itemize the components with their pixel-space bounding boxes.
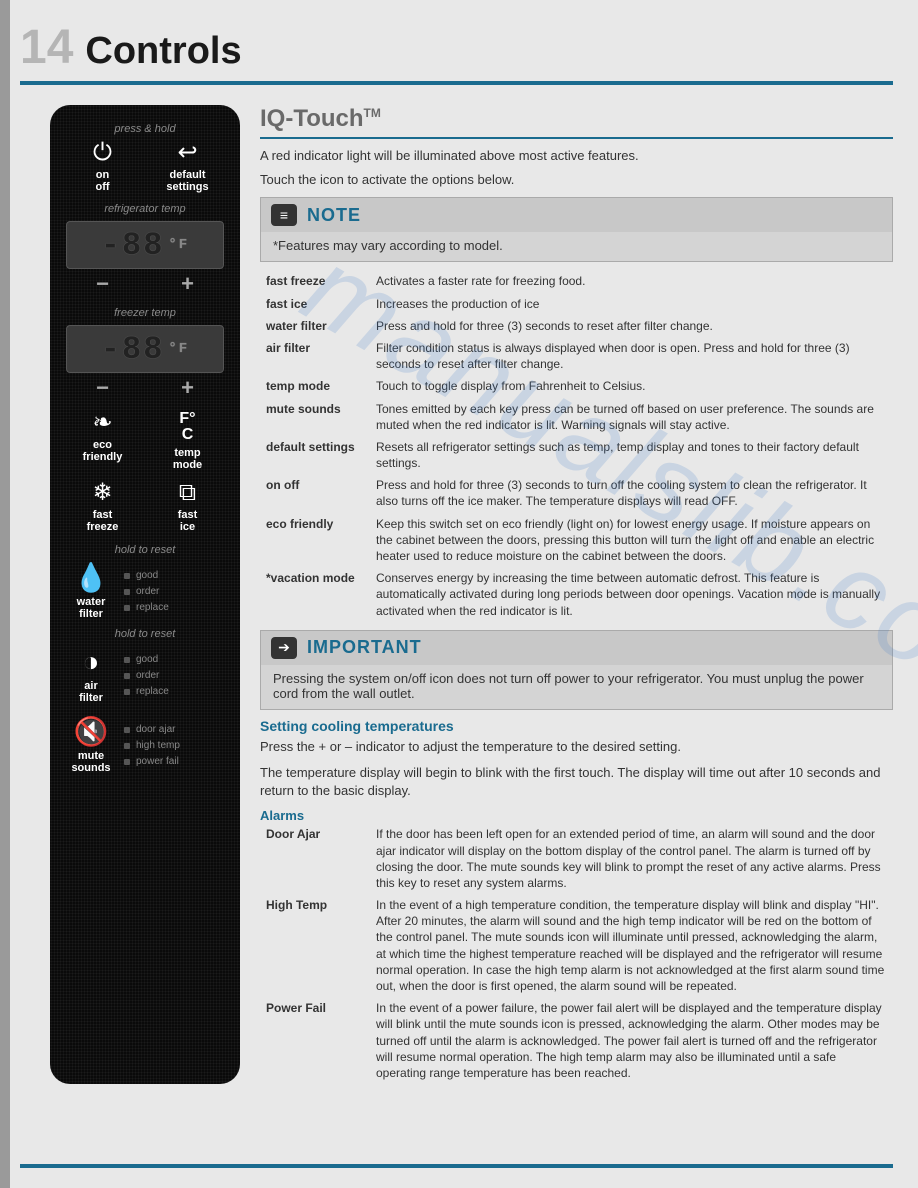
air-filter-button[interactable]: ◑ air filter — [66, 648, 116, 704]
note-icon: ≡ — [271, 204, 297, 226]
table-row: Power FailIn the event of a power failur… — [260, 997, 893, 1084]
freezer-minus-button[interactable]: − — [89, 379, 117, 399]
alarm-name: Door Ajar — [260, 823, 370, 894]
freezer-plus-button[interactable]: + — [174, 379, 202, 399]
table-row: mute soundsTones emitted by each key pre… — [260, 398, 893, 436]
feature-name: on off — [260, 474, 370, 512]
table-row: Door AjarIf the door has been left open … — [260, 823, 893, 894]
table-row: fast freezeActivates a faster rate for f… — [260, 270, 893, 292]
freezer-display: -88°F — [66, 325, 224, 373]
table-row: water filterPress and hold for three (3)… — [260, 315, 893, 337]
arrow-icon: ➔ — [271, 637, 297, 659]
air-filter-icon: ◑ — [66, 648, 116, 676]
ice-cubes-icon: ⧉ — [148, 481, 228, 505]
air-filter-status: good order replace — [124, 652, 224, 700]
important-body: Pressing the system on/off icon does not… — [261, 665, 892, 709]
page-header: 14 Controls — [20, 20, 893, 85]
refrigerator-temp-label: refrigerator temp — [60, 203, 230, 215]
alarms-subhead: Alarms — [260, 808, 893, 823]
snowflake-icon: ❄ — [63, 481, 143, 505]
alarm-name: Power Fail — [260, 997, 370, 1084]
mute-icon: 🔇 — [66, 718, 116, 746]
feature-name: eco friendly — [260, 513, 370, 568]
control-panel: press & hold ⏻ on off ↩ default settings… — [50, 105, 240, 1084]
note-callout: ≡ NOTE *Features may vary according to m… — [260, 197, 893, 262]
feature-name: fast ice — [260, 293, 370, 315]
important-callout: ➔ IMPORTANT Pressing the system on/off i… — [260, 630, 893, 710]
feature-desc: Press and hold for three (3) seconds to … — [370, 474, 893, 512]
freezer-temp-label: freezer temp — [60, 307, 230, 319]
alarm-name: High Temp — [260, 894, 370, 997]
table-row: *vacation modeConserves energy by increa… — [260, 567, 893, 622]
refrigerator-display: -88°F — [66, 221, 224, 269]
feature-name: fast freeze — [260, 270, 370, 292]
setting-p1: Press the + or – indicator to adjust the… — [260, 738, 893, 756]
leaf-icon: ❧ — [63, 411, 143, 435]
on-off-button[interactable]: ⏻ on off — [63, 141, 143, 193]
table-row: temp modeTouch to toggle display from Fa… — [260, 375, 893, 397]
temp-mode-icon: F°C — [148, 411, 228, 443]
feature-desc: Press and hold for three (3) seconds to … — [370, 315, 893, 337]
default-settings-button[interactable]: ↩ default settings — [148, 141, 228, 193]
mute-sounds-button[interactable]: 🔇 mute sounds — [66, 718, 116, 774]
feature-desc: Increases the production of ice — [370, 293, 893, 315]
hold-reset-label-1: hold to reset — [60, 544, 230, 556]
alarms-table: Door AjarIf the door has been left open … — [260, 823, 893, 1084]
return-icon: ↩ — [148, 141, 228, 165]
eco-friendly-button[interactable]: ❧ eco friendly — [63, 411, 143, 471]
feature-desc: Activates a faster rate for freezing foo… — [370, 270, 893, 292]
intro-line-2: Touch the icon to activate the options b… — [260, 171, 893, 189]
feature-name: temp mode — [260, 375, 370, 397]
note-title: NOTE — [307, 205, 361, 226]
table-row: default settingsResets all refrigerator … — [260, 436, 893, 474]
feature-name: air filter — [260, 337, 370, 375]
intro-line-1: A red indicator light will be illuminate… — [260, 147, 893, 165]
fast-freeze-button[interactable]: ❄ fast freeze — [63, 481, 143, 533]
refrig-plus-button[interactable]: + — [174, 275, 202, 295]
table-row: on offPress and hold for three (3) secon… — [260, 474, 893, 512]
alarm-desc: If the door has been left open for an ex… — [370, 823, 893, 894]
fast-ice-button[interactable]: ⧉ fast ice — [148, 481, 228, 533]
water-filter-status: good order replace — [124, 568, 224, 616]
feature-desc: Keep this switch set on eco friendly (li… — [370, 513, 893, 568]
water-filter-button[interactable]: 💧 water filter — [66, 564, 116, 620]
power-icon: ⏻ — [63, 141, 143, 165]
table-row: fast iceIncreases the production of ice — [260, 293, 893, 315]
feature-desc: Conserves energy by increasing the time … — [370, 567, 893, 622]
feature-desc: Resets all refrigerator settings such as… — [370, 436, 893, 474]
refrig-minus-button[interactable]: − — [89, 275, 117, 295]
table-row: High TempIn the event of a high temperat… — [260, 894, 893, 997]
alarm-desc: In the event of a high temperature condi… — [370, 894, 893, 997]
water-drop-icon: 💧 — [66, 564, 116, 592]
feature-name: water filter — [260, 315, 370, 337]
feature-desc: Tones emitted by each key press can be t… — [370, 398, 893, 436]
page-number: 14 — [20, 20, 73, 75]
footer-rule — [20, 1164, 893, 1168]
note-body: *Features may vary according to model. — [261, 232, 892, 261]
important-title: IMPORTANT — [307, 637, 422, 658]
setting-p2: The temperature display will begin to bl… — [260, 764, 893, 800]
section-title-iqtouch: IQ-TouchTM — [260, 105, 893, 139]
table-row: air filterFilter condition status is alw… — [260, 337, 893, 375]
table-row: eco friendlyKeep this switch set on eco … — [260, 513, 893, 568]
feature-desc: Touch to toggle display from Fahrenheit … — [370, 375, 893, 397]
document-content: IQ-TouchTM A red indicator light will be… — [260, 105, 893, 1084]
feature-name: mute sounds — [260, 398, 370, 436]
alert-indicators: door ajar high temp power fail — [124, 722, 224, 770]
features-table: fast freezeActivates a faster rate for f… — [260, 270, 893, 621]
alarm-desc: In the event of a power failure, the pow… — [370, 997, 893, 1084]
feature-name: default settings — [260, 436, 370, 474]
feature-desc: Filter condition status is always displa… — [370, 337, 893, 375]
hold-reset-label-2: hold to reset — [60, 628, 230, 640]
temp-mode-button[interactable]: F°C temp mode — [148, 411, 228, 471]
page-title: Controls — [85, 30, 241, 73]
setting-subhead: Setting cooling temperatures — [260, 718, 893, 734]
feature-name: *vacation mode — [260, 567, 370, 622]
press-hold-label: press & hold — [60, 123, 230, 135]
